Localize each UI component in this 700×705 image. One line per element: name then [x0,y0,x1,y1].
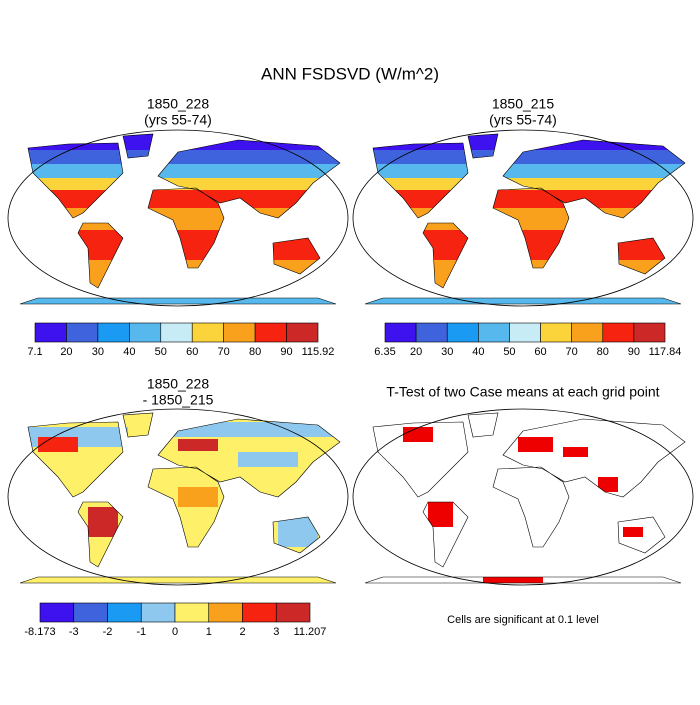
map [7,408,349,586]
colorbar: 7.1 20 30 40 50 60 70 80 90 115.92 [27,322,335,358]
colorbar-label: 50 [503,346,515,358]
colorbar-label: -3 [69,626,79,638]
panel-subtitle: - 1850_215 [143,392,214,408]
colorbar-box [129,322,162,343]
colorbar-box [242,602,277,623]
colorbar-box [602,322,635,343]
colorbar-label: 90 [280,346,292,358]
colorbar-box [73,602,108,623]
colorbar-box [571,322,604,343]
colorbar-box [140,602,176,623]
colorbar-label: 80 [597,346,609,358]
colorbar-box [633,322,666,343]
colorbar-label: 80 [249,346,261,358]
colorbar-label: -8.173 [24,626,55,638]
colorbar-box [160,322,193,343]
colorbar-label: 20 [410,346,422,358]
colorbar-box [540,322,572,343]
colorbar-box [384,322,417,343]
panel-title: 1850_228 [147,96,210,112]
map [352,408,694,586]
colorbar-label: 70 [566,346,578,358]
colorbar-box [446,322,479,343]
colorbar-box [97,322,130,343]
colorbar-label: 70 [218,346,230,358]
panel-subtitle: (yrs 55-74) [489,112,557,128]
colorbar-label: 40 [123,346,135,358]
panel-title: 1850_215 [492,96,555,112]
colorbar-box [208,602,243,623]
panel-title: 1850_228 [147,376,210,392]
colorbar-box [34,322,67,343]
panel-subtitle: (yrs 55-74) [144,112,212,128]
colorbar-label: 115.92 [302,346,335,358]
note: Cells are significant at 0.1 level [447,614,599,626]
colorbar-box [254,322,287,343]
colorbar-box [66,322,99,343]
colorbar-label: 1 [206,626,212,638]
colorbar-box [415,322,448,343]
colorbar-box [478,322,510,343]
colorbar-label: 30 [92,346,104,358]
colorbar-box [191,322,224,343]
colorbar-label: 117.84 [649,346,682,358]
figure-title: ANN FSDSVD (W/m^2) [261,64,439,83]
colorbar-label: 2 [239,626,245,638]
panel-title: T-Test of two Case means at each grid po… [386,384,659,400]
map [7,129,349,307]
colorbar-box [107,602,142,623]
colorbar-label: 30 [441,346,453,358]
colorbar-label: 7.1 [27,346,42,358]
colorbar-box [39,602,75,623]
colorbar: -8.173 -3 -2 -1 0 1 2 3 11.207 [24,602,327,638]
colorbar-label: -1 [136,626,146,638]
colorbar-box [174,602,210,623]
colorbar: 6.35 20 30 40 50 60 70 80 90 117.84 [374,322,682,358]
map [352,129,694,307]
colorbar-label: -2 [103,626,113,638]
colorbar-box [223,322,256,343]
colorbar-label: 40 [472,346,484,358]
colorbar-label: 60 [534,346,546,358]
colorbar-label: 3 [273,626,279,638]
colorbar-label: 50 [155,346,167,358]
colorbar-label: 20 [60,346,72,358]
colorbar-label: 6.35 [374,346,395,358]
colorbar-label: 0 [172,626,178,638]
colorbar-label: 11.207 [294,626,327,638]
colorbar-box [286,322,319,343]
colorbar-box [275,602,311,623]
colorbar-box [509,322,541,343]
colorbar-label: 90 [628,346,640,358]
colorbar-label: 60 [186,346,198,358]
